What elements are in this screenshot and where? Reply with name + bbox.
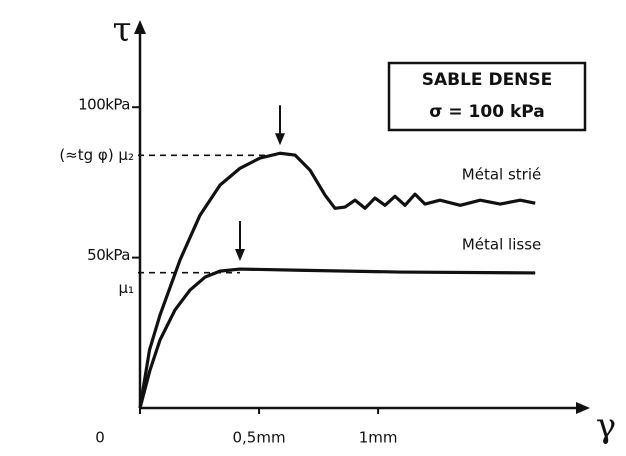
annotation-line: σ = 100 kPa xyxy=(429,102,545,122)
annotation-frame xyxy=(387,61,587,132)
y-tick-label: 50kPa xyxy=(87,246,130,264)
series-label: Métal strié xyxy=(462,166,541,184)
annotation-line: SABLE DENSE xyxy=(422,70,553,90)
x-axis-label: γ xyxy=(596,406,616,446)
x-tick-label: 1mm xyxy=(359,429,398,447)
x-axis-arrow xyxy=(576,402,590,414)
peak-arrow-head xyxy=(235,249,245,262)
y-axis-arrow xyxy=(134,20,146,34)
series-line xyxy=(138,267,536,409)
reference-label: (≈tg φ) μ₂ xyxy=(59,146,134,164)
y-axis-label: τ xyxy=(113,10,132,50)
reference-label: μ₁ xyxy=(118,279,134,297)
peak-arrow-head xyxy=(275,133,285,146)
series-label: Métal lisse xyxy=(462,235,541,253)
x-tick-label: 0,5mm xyxy=(233,429,286,447)
y-tick-label: 100kPa xyxy=(78,96,130,114)
series-line xyxy=(138,151,536,409)
x-tick-label: 0 xyxy=(95,429,105,447)
